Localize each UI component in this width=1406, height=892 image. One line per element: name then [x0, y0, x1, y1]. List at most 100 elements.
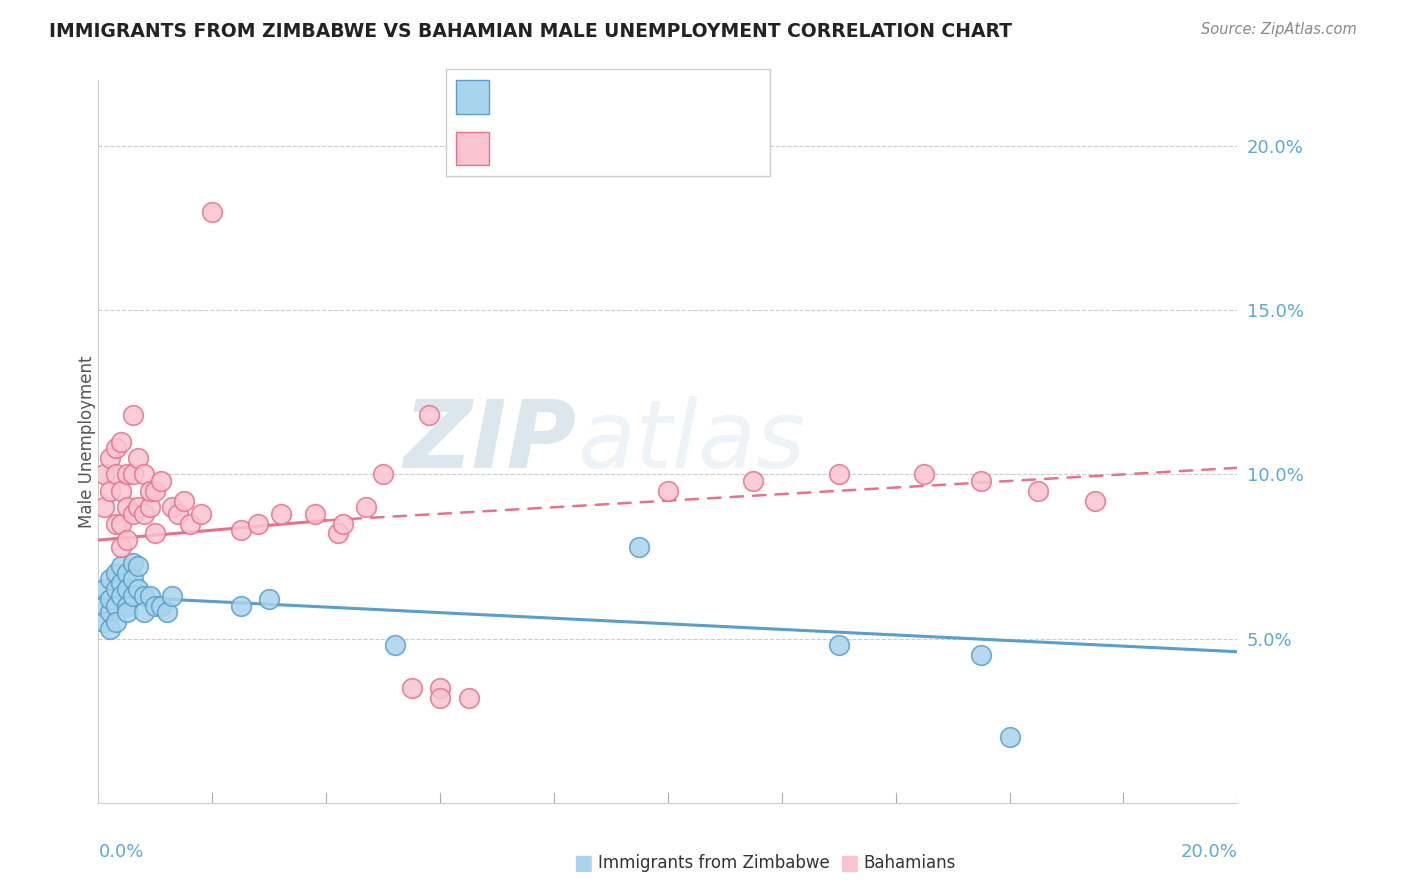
- Point: [229, 523, 252, 537]
- Point: [429, 690, 451, 705]
- Point: [1084, 493, 1107, 508]
- Point: [138, 589, 160, 603]
- Point: [270, 507, 292, 521]
- Point: [110, 516, 132, 531]
- Text: Immigrants from Zimbabwe: Immigrants from Zimbabwe: [598, 855, 830, 872]
- Point: [93, 467, 115, 482]
- Point: [98, 450, 121, 465]
- Point: [104, 582, 127, 597]
- Point: [173, 493, 195, 508]
- Text: R = -0.094: R = -0.094: [499, 88, 605, 106]
- Point: [401, 681, 423, 695]
- Point: [145, 599, 167, 613]
- Text: atlas: atlas: [576, 396, 806, 487]
- Point: [104, 615, 127, 630]
- Point: [110, 559, 132, 574]
- Point: [121, 573, 143, 587]
- Point: [98, 592, 121, 607]
- Point: [429, 681, 451, 695]
- Point: [354, 500, 377, 515]
- Point: [132, 605, 155, 619]
- Point: [259, 592, 281, 607]
- Point: [115, 566, 138, 580]
- FancyBboxPatch shape: [456, 80, 489, 114]
- Point: [93, 599, 115, 613]
- Point: [201, 204, 224, 219]
- Point: [326, 526, 349, 541]
- Text: Source: ZipAtlas.com: Source: ZipAtlas.com: [1201, 22, 1357, 37]
- Point: [132, 467, 155, 482]
- Point: [93, 500, 115, 515]
- Point: [828, 638, 851, 652]
- Point: [457, 690, 479, 705]
- Point: [150, 599, 173, 613]
- Point: [121, 409, 143, 423]
- Point: [912, 467, 935, 482]
- Point: [742, 474, 765, 488]
- Point: [104, 467, 127, 482]
- FancyBboxPatch shape: [446, 70, 770, 177]
- Point: [121, 589, 143, 603]
- Point: [190, 507, 212, 521]
- Point: [127, 582, 149, 597]
- Point: [150, 474, 173, 488]
- Point: [145, 526, 167, 541]
- Point: [121, 467, 143, 482]
- Point: [179, 516, 201, 531]
- Text: ZIP: ZIP: [404, 395, 576, 488]
- Point: [127, 500, 149, 515]
- Point: [121, 507, 143, 521]
- Point: [246, 516, 269, 531]
- Point: [229, 599, 252, 613]
- Point: [110, 589, 132, 603]
- Point: [304, 507, 326, 521]
- Point: [998, 730, 1021, 744]
- Point: [1026, 483, 1049, 498]
- Point: [828, 467, 851, 482]
- Point: [418, 409, 440, 423]
- Point: [115, 533, 138, 547]
- Point: [98, 605, 121, 619]
- Text: N = 37: N = 37: [661, 88, 724, 106]
- Text: ■: ■: [839, 854, 859, 873]
- Point: [110, 434, 132, 449]
- FancyBboxPatch shape: [456, 131, 489, 165]
- Point: [104, 566, 127, 580]
- Point: [98, 622, 121, 636]
- Point: [115, 605, 138, 619]
- Point: [104, 516, 127, 531]
- Point: [115, 582, 138, 597]
- Point: [167, 507, 190, 521]
- Point: [110, 483, 132, 498]
- Point: [132, 507, 155, 521]
- Point: [132, 589, 155, 603]
- Point: [98, 483, 121, 498]
- Point: [657, 483, 679, 498]
- Text: Bahamians: Bahamians: [863, 855, 956, 872]
- Text: N = 52: N = 52: [661, 139, 724, 157]
- Y-axis label: Male Unemployment: Male Unemployment: [79, 355, 96, 528]
- Point: [127, 559, 149, 574]
- Text: 0.0%: 0.0%: [98, 843, 143, 861]
- Point: [628, 540, 651, 554]
- Point: [332, 516, 354, 531]
- Point: [970, 474, 993, 488]
- Point: [104, 599, 127, 613]
- Point: [115, 467, 138, 482]
- Point: [970, 648, 993, 662]
- Point: [115, 599, 138, 613]
- Point: [121, 556, 143, 570]
- Point: [104, 441, 127, 455]
- Text: IMMIGRANTS FROM ZIMBABWE VS BAHAMIAN MALE UNEMPLOYMENT CORRELATION CHART: IMMIGRANTS FROM ZIMBABWE VS BAHAMIAN MAL…: [49, 22, 1012, 41]
- Point: [138, 500, 160, 515]
- Text: ■: ■: [574, 854, 593, 873]
- Point: [145, 483, 167, 498]
- Point: [373, 467, 395, 482]
- Point: [110, 575, 132, 590]
- Point: [98, 573, 121, 587]
- Point: [127, 450, 149, 465]
- Point: [138, 483, 160, 498]
- Text: R =  0.107: R = 0.107: [499, 139, 605, 157]
- Point: [93, 615, 115, 630]
- Point: [156, 605, 179, 619]
